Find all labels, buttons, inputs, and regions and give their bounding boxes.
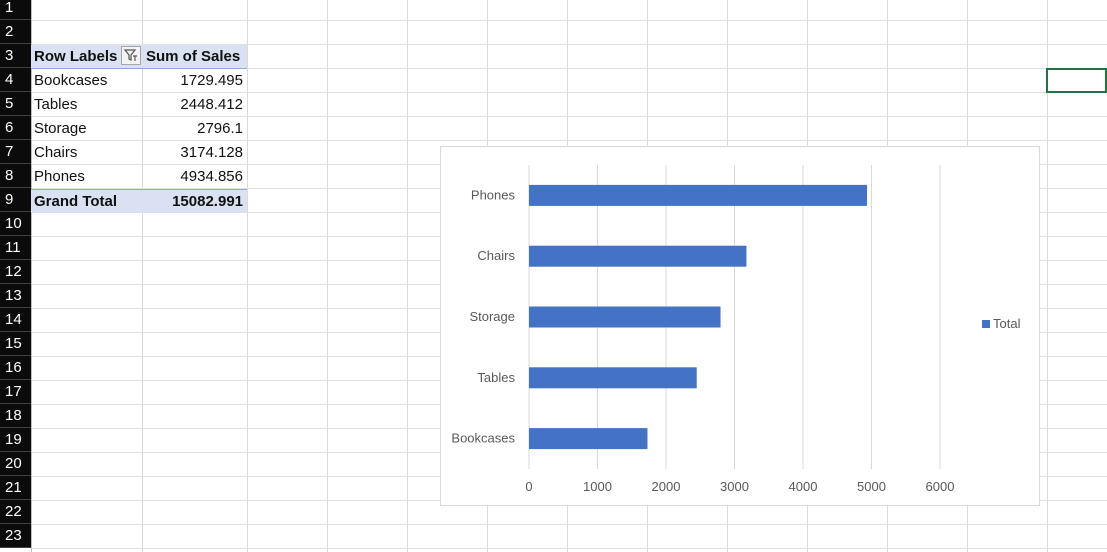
row-gridline [31, 20, 1107, 21]
column-gridline [327, 0, 328, 552]
bar-phones[interactable] [529, 184, 868, 206]
column-gridline [407, 0, 408, 552]
row-header-2[interactable]: 2 [0, 20, 31, 44]
grand-total-value-text: 15082.991 [172, 193, 243, 210]
pivot-row-value[interactable]: 1729.495 [180, 72, 243, 89]
pivot-row-label[interactable]: Bookcases [34, 72, 108, 89]
category-label: Bookcases [451, 431, 515, 446]
row-header-14[interactable]: 14 [0, 308, 31, 332]
x-tick-label: 2000 [652, 479, 681, 494]
active-cell-selection[interactable] [1046, 68, 1107, 93]
pivot-row-value[interactable]: 3174.128 [180, 144, 243, 161]
row-gridline [31, 140, 1107, 141]
category-label: Storage [469, 309, 515, 324]
x-tick-label: 3000 [720, 479, 749, 494]
row-header-5[interactable]: 5 [0, 92, 31, 116]
chart-plot-area: 0 1000 2000 3000 4000 5000 6000 Bookcases Tables… [451, 165, 1021, 494]
bar-storage[interactable] [529, 306, 721, 328]
grand-total-label-text: Grand Total [34, 193, 118, 210]
row-header-4[interactable]: 4 [0, 68, 31, 92]
category-label: Chairs [477, 248, 515, 263]
row-header-10[interactable]: 10 [0, 212, 31, 236]
pivot-row-label[interactable]: Chairs [34, 144, 78, 161]
legend-swatch [982, 320, 990, 328]
row-header-21[interactable]: 21 [0, 476, 31, 500]
bar-bookcases[interactable] [529, 428, 648, 450]
pivot-grand-total-value[interactable]: 15082.991 [143, 189, 247, 213]
row-header-23[interactable]: 23 [0, 524, 31, 548]
pivot-row-value[interactable]: 2448.412 [180, 96, 243, 113]
row-gridline [31, 44, 1107, 45]
legend-label[interactable]: Total [993, 316, 1021, 331]
pivot-row-label[interactable]: Tables [34, 96, 78, 113]
row-gridline [31, 92, 1107, 93]
row-header-17[interactable]: 17 [0, 380, 31, 404]
row-header-11[interactable]: 11 [0, 236, 31, 260]
row-header-3[interactable]: 3 [0, 44, 31, 68]
pivot-grand-total-label[interactable]: Grand Total [31, 189, 143, 213]
bar-chairs[interactable] [529, 245, 747, 267]
pivot-header-row-labels-text: Row Labels [34, 48, 118, 65]
row-header-12[interactable]: 12 [0, 260, 31, 284]
row-gridline [31, 524, 1107, 525]
column-gridline [247, 0, 248, 552]
x-tick-label: 4000 [789, 479, 818, 494]
column-gridline [142, 0, 143, 552]
pivot-header-sum-text: Sum of Sales [146, 48, 241, 65]
row-gridline [31, 68, 1107, 69]
row-header-16[interactable]: 16 [0, 356, 31, 380]
x-tick-label: 1000 [583, 479, 612, 494]
row-header-9[interactable]: 9 [0, 188, 31, 212]
row-header-20[interactable]: 20 [0, 452, 31, 476]
row-header-8[interactable]: 8 [0, 164, 31, 188]
row-header-7[interactable]: 7 [0, 140, 31, 164]
pivot-row-value[interactable]: 2796.1 [197, 120, 243, 137]
filter-dropdown-icon[interactable] [121, 46, 141, 65]
pivot-row-label[interactable]: Storage [34, 120, 87, 137]
row-header-15[interactable]: 15 [0, 332, 31, 356]
row-header-13[interactable]: 13 [0, 284, 31, 308]
pivot-header-sum-of-sales[interactable]: Sum of Sales [143, 45, 247, 69]
row-header-column: 1 2 3 4 5 6 7 8 9 10 11 12 13 14 15 16 17 18 19 20 21 22 23 [0, 0, 32, 552]
row-gridline [31, 116, 1107, 117]
x-tick-label: 6000 [926, 479, 955, 494]
column-gridline [1047, 0, 1048, 552]
pivot-row-value[interactable]: 4934.856 [180, 168, 243, 185]
row-header-1[interactable]: 1 [0, 0, 31, 20]
row-header-6[interactable]: 6 [0, 116, 31, 140]
category-label: Phones [471, 187, 516, 202]
category-label: Tables [477, 370, 515, 385]
bar-tables[interactable] [529, 367, 697, 389]
row-header-22[interactable]: 22 [0, 500, 31, 524]
row-header-19[interactable]: 19 [0, 428, 31, 452]
x-tick-label: 5000 [857, 479, 886, 494]
bar-chart[interactable]: 0 1000 2000 3000 4000 5000 6000 Bookcases Tables… [440, 146, 1040, 506]
pivot-row-label[interactable]: Phones [34, 168, 85, 185]
x-tick-label: 0 [525, 479, 532, 494]
row-header-18[interactable]: 18 [0, 404, 31, 428]
row-gridline [31, 548, 1107, 549]
